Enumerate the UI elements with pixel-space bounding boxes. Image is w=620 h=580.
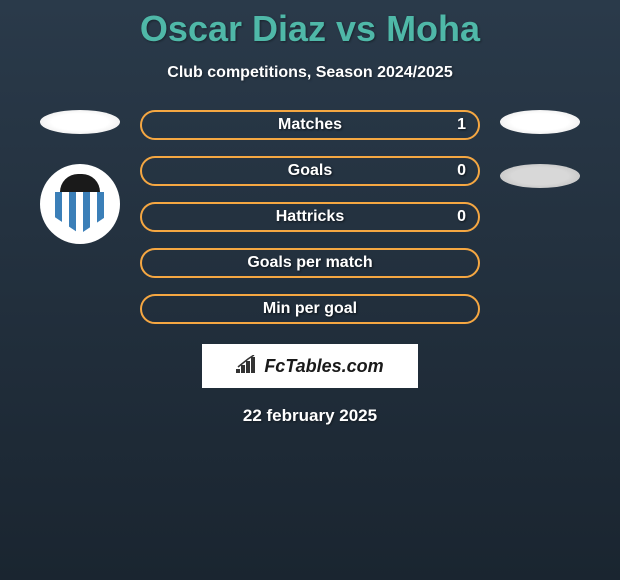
player-placeholder-right bbox=[500, 110, 580, 134]
stat-value-right: 0 bbox=[457, 208, 466, 226]
stat-bar-hattricks: Hattricks 0 bbox=[140, 202, 480, 232]
stat-bar-goals: Goals 0 bbox=[140, 156, 480, 186]
stat-value-right: 1 bbox=[457, 116, 466, 134]
club-badge-left bbox=[40, 164, 120, 244]
page-subtitle: Club competitions, Season 2024/2025 bbox=[0, 64, 620, 82]
right-column bbox=[500, 110, 580, 188]
stat-label: Goals per match bbox=[247, 254, 372, 272]
left-column bbox=[40, 110, 120, 244]
player-placeholder-left bbox=[40, 110, 120, 134]
stat-label: Matches bbox=[278, 116, 342, 134]
stat-bar-matches: Matches 1 bbox=[140, 110, 480, 140]
stat-label: Goals bbox=[288, 162, 332, 180]
branding-box[interactable]: FcTables.com bbox=[202, 344, 418, 388]
stats-column: Matches 1 Goals 0 Hattricks 0 Goals per … bbox=[140, 110, 480, 324]
stat-label: Hattricks bbox=[276, 208, 344, 226]
stat-bar-goals-per-match: Goals per match bbox=[140, 248, 480, 278]
brand-text: FcTables.com bbox=[264, 356, 383, 377]
date-text: 22 february 2025 bbox=[0, 406, 620, 426]
stat-bar-min-per-goal: Min per goal bbox=[140, 294, 480, 324]
stats-content: Matches 1 Goals 0 Hattricks 0 Goals per … bbox=[0, 110, 620, 324]
stat-value-right: 0 bbox=[457, 162, 466, 180]
page-title: Oscar Diaz vs Moha bbox=[0, 0, 620, 50]
stat-label: Min per goal bbox=[263, 300, 357, 318]
club-placeholder-right bbox=[500, 164, 580, 188]
chart-icon bbox=[236, 355, 258, 378]
